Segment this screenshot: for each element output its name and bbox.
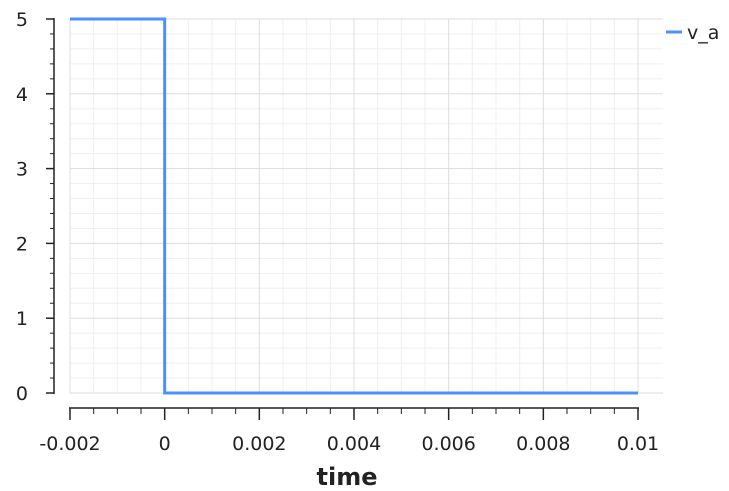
x-tick-label: 0.01 <box>617 433 659 455</box>
x-tick-label: 0.006 <box>421 433 475 455</box>
x-tick-label: 0 <box>159 433 171 455</box>
grid-minor <box>70 19 663 393</box>
x-axis-title: time <box>317 463 378 491</box>
x-tick-label: 0.002 <box>232 433 286 455</box>
grid-major <box>70 19 663 393</box>
y-tick-label: 5 <box>16 9 28 31</box>
y-tick-label: 2 <box>16 233 28 255</box>
x-tick-label: 0.008 <box>516 433 570 455</box>
x-tick-label: -0.002 <box>39 433 100 455</box>
y-tick-label: 3 <box>16 159 28 181</box>
x-tick-label: 0.004 <box>327 433 381 455</box>
y-tick-label: 4 <box>16 84 28 106</box>
y-tick-label: 0 <box>16 383 28 405</box>
tick-labels: 0 1 2 3 4 5 -0.002 0 0.002 0.004 0.006 0.008 0.01 <box>16 9 659 455</box>
legend[interactable]: v_a <box>666 22 719 44</box>
y-tick-label: 1 <box>16 308 28 330</box>
legend-label-v-a: v_a <box>687 22 719 44</box>
axes <box>46 18 639 420</box>
